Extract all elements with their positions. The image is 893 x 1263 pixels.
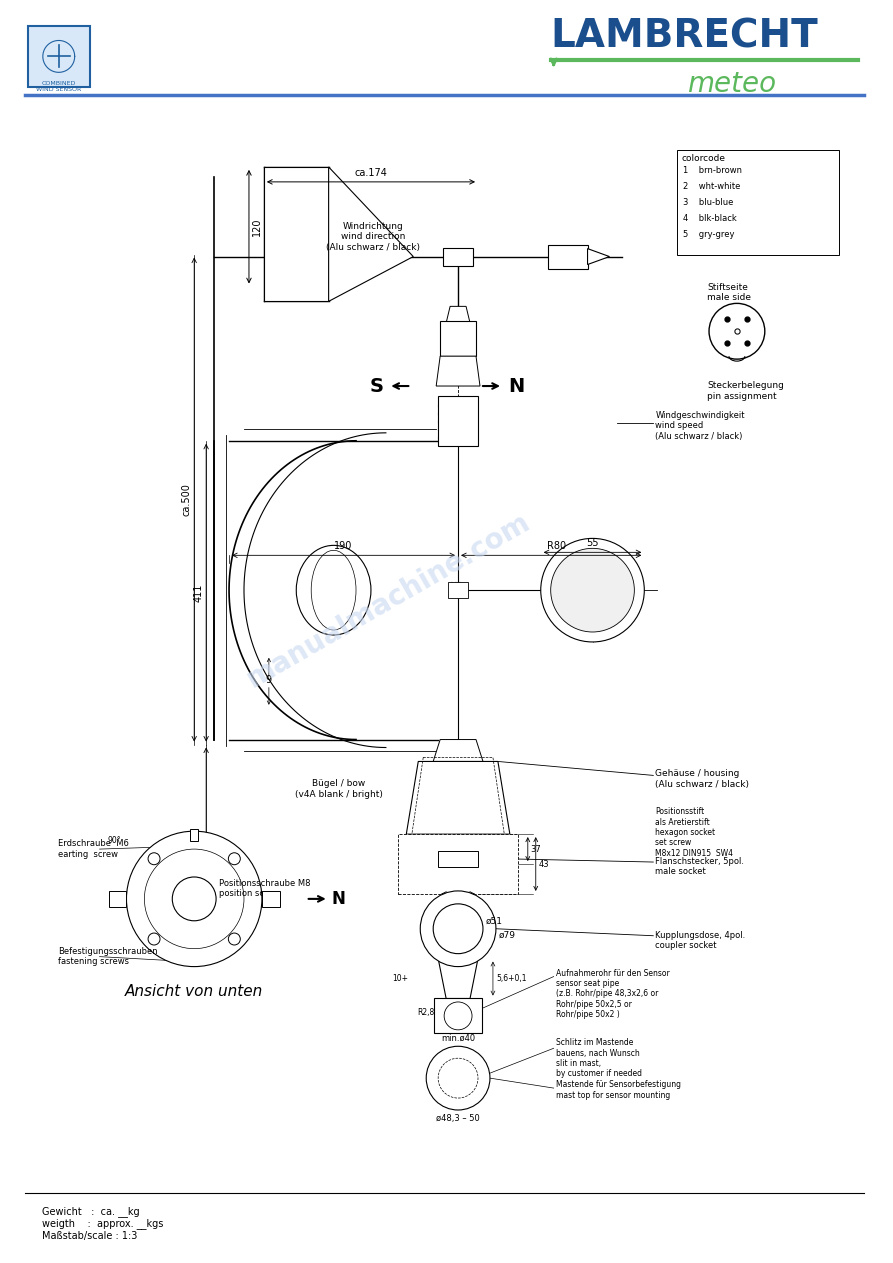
Text: COMBINED
WIND SENSOR: COMBINED WIND SENSOR: [36, 81, 81, 92]
Text: Mastende für Sensorbefestigung
mast top for sensor mounting: Mastende für Sensorbefestigung mast top …: [555, 1080, 680, 1100]
Circle shape: [145, 849, 244, 949]
Circle shape: [541, 538, 645, 642]
Text: Schlitz im Mastende
bauens, nach Wunsch
slit in mast,
by customer if needed: Schlitz im Mastende bauens, nach Wunsch …: [555, 1038, 642, 1079]
Text: N: N: [331, 890, 346, 908]
Bar: [264, 167, 329, 302]
Text: LAMBRECHT: LAMBRECHT: [551, 18, 819, 56]
Text: Windrichtung
wind direction
(Alu schwarz / black): Windrichtung wind direction (Alu schwarz…: [327, 222, 421, 251]
Circle shape: [172, 877, 216, 921]
Text: Bügel / bow
(v4A blank / bright): Bügel / bow (v4A blank / bright): [295, 779, 382, 798]
Text: 190: 190: [334, 542, 353, 552]
Text: colorcode: colorcode: [681, 154, 725, 163]
Text: 9: 9: [266, 674, 272, 685]
Text: 43: 43: [538, 860, 549, 869]
Text: ca.500: ca.500: [181, 484, 191, 517]
Text: meteo: meteo: [687, 71, 776, 99]
Text: ø48,3 – 50: ø48,3 – 50: [436, 1114, 480, 1123]
Text: 55: 55: [587, 538, 599, 548]
Text: ø79: ø79: [499, 931, 516, 940]
Text: 37: 37: [530, 845, 541, 854]
Bar: [262, 890, 280, 907]
Text: Kupplungsdose, 4pol.
coupler socket: Kupplungsdose, 4pol. coupler socket: [655, 931, 746, 950]
Text: Positionsschraube M8
position screw: Positionsschraube M8 position screw: [219, 879, 311, 898]
Text: 3    blu-blue: 3 blu-blue: [683, 198, 733, 207]
Text: male side: male side: [707, 293, 751, 302]
Bar: [438, 397, 478, 446]
Circle shape: [426, 1046, 490, 1110]
Circle shape: [433, 904, 483, 954]
Bar: [28, 25, 89, 87]
Circle shape: [148, 853, 160, 865]
Text: 20: 20: [453, 898, 463, 907]
Text: 1    brn-brown: 1 brn-brown: [683, 165, 742, 176]
Text: Gewicht   :  ca. __kg: Gewicht : ca. __kg: [42, 1206, 139, 1216]
Circle shape: [709, 303, 764, 359]
Bar: [440, 321, 476, 356]
Text: 210: 210: [193, 837, 203, 856]
Polygon shape: [406, 762, 510, 834]
Bar: [547, 245, 588, 269]
Circle shape: [421, 890, 496, 966]
Text: N: N: [508, 376, 524, 395]
Text: 90°: 90°: [108, 836, 121, 845]
Text: Erdschraube  M6
earting  screw: Erdschraube M6 earting screw: [58, 839, 129, 859]
Polygon shape: [433, 740, 483, 762]
Text: Windgeschwindigkeit
wind speed
(Alu schwarz / black): Windgeschwindigkeit wind speed (Alu schw…: [655, 410, 745, 441]
Bar: [434, 999, 482, 1033]
Bar: [190, 830, 198, 841]
Circle shape: [444, 1002, 472, 1029]
Bar: [398, 834, 518, 894]
Circle shape: [148, 933, 160, 945]
Polygon shape: [329, 167, 413, 302]
Text: Maßstab/scale : 1:3: Maßstab/scale : 1:3: [42, 1231, 138, 1242]
Bar: [448, 582, 468, 599]
Text: R80: R80: [547, 542, 566, 552]
Text: min.ø40: min.ø40: [441, 1033, 475, 1042]
Ellipse shape: [311, 551, 356, 630]
Text: 120: 120: [252, 217, 262, 236]
Text: pin assignment: pin assignment: [707, 392, 777, 400]
Text: Gehäuse / housing
(Alu schwarz / black): Gehäuse / housing (Alu schwarz / black): [655, 769, 749, 789]
Text: weigth    :  approx. __kgs: weigth : approx. __kgs: [42, 1219, 163, 1229]
Text: ca.174: ca.174: [355, 168, 388, 178]
Bar: [443, 248, 473, 265]
Circle shape: [551, 548, 634, 632]
Text: manualmachine.com: manualmachine.com: [242, 508, 535, 693]
Polygon shape: [588, 249, 609, 264]
Bar: [438, 851, 478, 866]
Text: Befestigungsschrauben
fastening screws: Befestigungsschrauben fastening screws: [58, 947, 157, 966]
Text: 5,6+0,1: 5,6+0,1: [496, 974, 527, 983]
Text: Flanschstecker, 5pol.
male socket: Flanschstecker, 5pol. male socket: [655, 858, 744, 877]
Ellipse shape: [296, 546, 371, 635]
Text: 10+: 10+: [392, 974, 408, 983]
Circle shape: [229, 933, 240, 945]
Text: 5    gry-grey: 5 gry-grey: [683, 230, 735, 239]
Text: S: S: [370, 376, 383, 395]
Polygon shape: [436, 356, 480, 386]
Text: Stiftseite: Stiftseite: [707, 283, 748, 293]
Text: R2,8: R2,8: [418, 1008, 435, 1018]
Text: 411: 411: [193, 584, 203, 602]
Circle shape: [438, 1058, 478, 1098]
Text: ø51: ø51: [486, 916, 503, 926]
Polygon shape: [444, 307, 472, 331]
Circle shape: [127, 831, 262, 966]
Text: Ansicht von unten: Ansicht von unten: [125, 984, 263, 999]
Text: 2    wht-white: 2 wht-white: [683, 182, 740, 191]
Bar: [109, 890, 127, 907]
Text: 4    blk-black: 4 blk-black: [683, 213, 737, 222]
Circle shape: [229, 853, 240, 865]
Text: Steckerbelegung: Steckerbelegung: [707, 381, 784, 390]
Text: Positionsstift
als Aretierstift
hexagon socket
set screw
M8x12 DIN915  SW4: Positionsstift als Aretierstift hexagon …: [655, 807, 733, 858]
Text: Aufnahmerohr für den Sensor
sensor seat pipe
(z.B. Rohr/pipe 48,3x2,6 or
Rohr/pi: Aufnahmerohr für den Sensor sensor seat …: [555, 969, 670, 1019]
Bar: [677, 150, 839, 255]
